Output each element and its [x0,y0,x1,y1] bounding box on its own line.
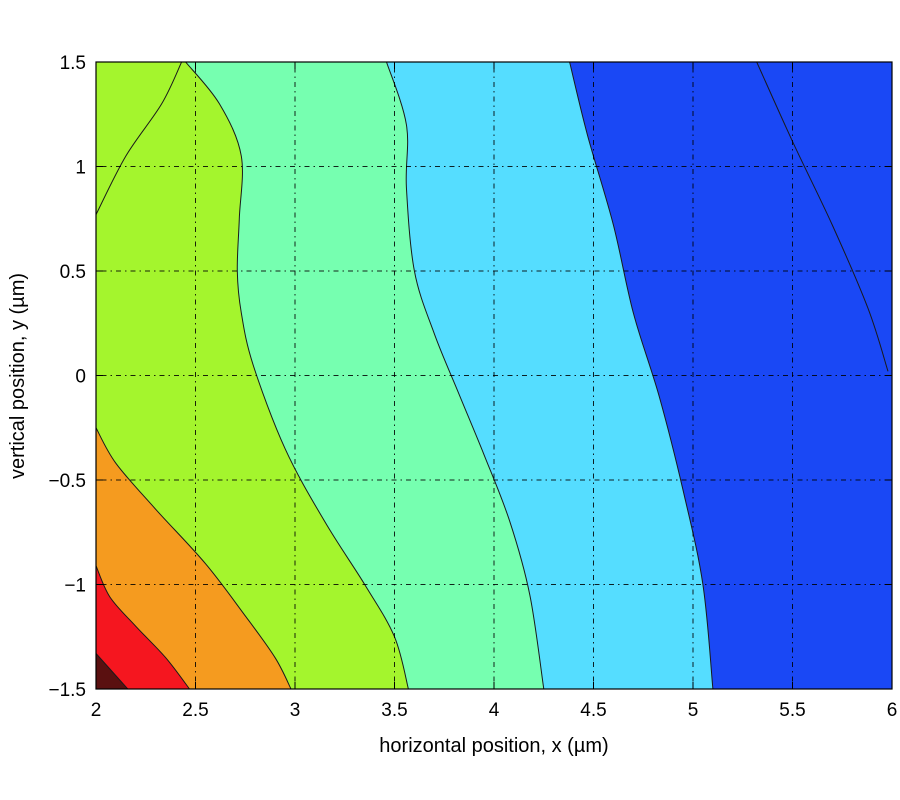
contour-line-upper-right [756,62,889,372]
band-aqua-green-edge [386,62,545,689]
y-axis-label: vertical position, y (µm) [7,273,29,479]
contour-line-upper-left [96,62,183,215]
band-red-edge [96,565,190,689]
x-tick-label: 5 [688,700,699,721]
contour-bands [96,62,713,689]
y-tick-label: 1.5 [60,53,86,74]
band-orange-edge [96,427,292,689]
x-tick-label: 3 [290,700,301,721]
y-tick-label: −1.5 [48,680,86,701]
y-tick-label: −1 [64,576,86,597]
contour-lines [96,62,889,689]
y-tick-label: 0.5 [60,262,86,283]
band-sky-blue-edge [569,62,714,689]
x-axis-ticks: 2 2.5 3 3.5 4 4.5 5 5.5 6 [91,62,898,721]
x-tick-label: 5.5 [779,700,805,721]
band-orange [96,62,291,689]
band-red [96,62,190,689]
y-tick-label: 1 [75,158,86,179]
x-tick-label: 3.5 [381,700,407,721]
x-axis-label: horizontal position, x (µm) [379,735,608,757]
x-tick-label: 2.5 [182,700,208,721]
x-tick-label: 4.5 [580,700,606,721]
x-tick-label: 4 [489,700,500,721]
band-dark-red-edge [96,653,129,689]
x-tick-label: 2 [91,700,102,721]
grid-lines [96,62,892,689]
x-tick-label: 6 [887,700,898,721]
y-axis-ticks: 1.5 1 0.5 0 −0.5 −1 −1.5 [48,53,892,701]
y-tick-label: 0 [75,367,86,388]
y-tick-label: −0.5 [48,471,86,492]
